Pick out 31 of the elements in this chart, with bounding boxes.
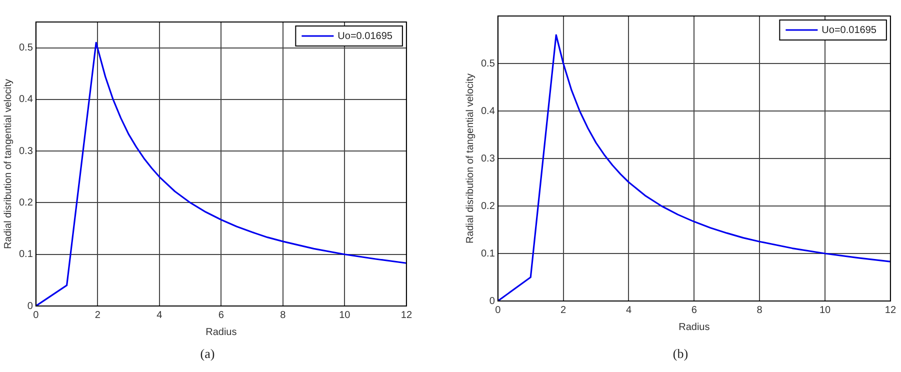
- y-tick-label: 0: [489, 296, 496, 307]
- x-tick-label: 6: [691, 304, 698, 316]
- x-tick-label: 8: [280, 310, 286, 321]
- x-tick-label: 4: [626, 304, 632, 316]
- y-tick-label: 0.2: [18, 197, 34, 208]
- y-axis-title: Radial disribution of tangential velocity: [2, 78, 14, 250]
- legend-label: Uo=0.01695: [338, 30, 393, 42]
- y-tick-label: 0.4: [480, 106, 496, 117]
- x-tick-label: 8: [756, 304, 763, 316]
- x-tick-label: 10: [339, 310, 351, 321]
- x-tick-label: 12: [400, 310, 412, 321]
- x-tick-label: 10: [819, 304, 832, 316]
- text: (b): [672, 346, 690, 362]
- y-tick-label: 0.2: [480, 200, 496, 212]
- x-axis-title: Radius: [678, 322, 710, 333]
- legend-label: Uo=0.01695: [822, 24, 877, 36]
- x-tick-label: 12: [884, 304, 896, 316]
- y-tick-label: 0.4: [18, 94, 34, 106]
- y-tick-label: 0.3: [480, 153, 496, 164]
- y-tick-label: 0.3: [18, 146, 34, 157]
- x-tick-label: 2: [94, 310, 101, 321]
- x-tick-label: 2: [560, 304, 567, 316]
- y-tick-label: 0.5: [18, 42, 34, 54]
- x-tick-label: 4: [156, 310, 163, 321]
- y-tick-label: 0.1: [18, 249, 34, 260]
- x-tick-label: 6: [218, 310, 224, 321]
- x-axis-title: Radius: [206, 326, 237, 338]
- text: (a): [199, 346, 216, 362]
- y-tick-label: 0.5: [480, 58, 496, 70]
- y-axis-title: Radial disribution of tangential velocity: [464, 73, 476, 244]
- y-tick-label: 0.1: [480, 248, 496, 260]
